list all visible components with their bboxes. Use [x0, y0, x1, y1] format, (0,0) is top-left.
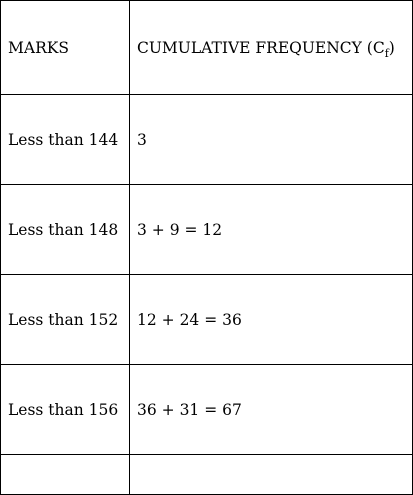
marks-cell: Less than 144 — [0, 94, 130, 185]
cf-cell: 12 + 24 = 36 — [129, 274, 413, 365]
marks-cell — [0, 454, 130, 495]
table-row: Less than 152 12 + 24 = 36 — [0, 274, 413, 365]
table-row: Less than 156 36 + 31 = 67 — [0, 364, 413, 455]
header-marks: MARKS — [0, 0, 130, 95]
table-header-row: MARKS CUMULATIVE FREQUENCY (Cf) — [0, 0, 413, 95]
table-row — [0, 454, 413, 495]
cf-cell — [129, 454, 413, 495]
cf-cell: 3 — [129, 94, 413, 185]
marks-cell: Less than 148 — [0, 184, 130, 275]
header-cumulative-frequency: CUMULATIVE FREQUENCY (Cf) — [129, 0, 413, 95]
header-cf-prefix: CUMULATIVE FREQUENCY (C — [137, 38, 385, 57]
marks-cell: Less than 152 — [0, 274, 130, 365]
header-cf-suffix: ) — [388, 38, 395, 57]
table-row: Less than 148 3 + 9 = 12 — [0, 184, 413, 275]
table-row: Less than 144 3 — [0, 94, 413, 185]
marks-cell: Less than 156 — [0, 364, 130, 455]
cf-cell: 3 + 9 = 12 — [129, 184, 413, 275]
header-cf-subscript: f — [384, 46, 389, 60]
cf-cell: 36 + 31 = 67 — [129, 364, 413, 455]
